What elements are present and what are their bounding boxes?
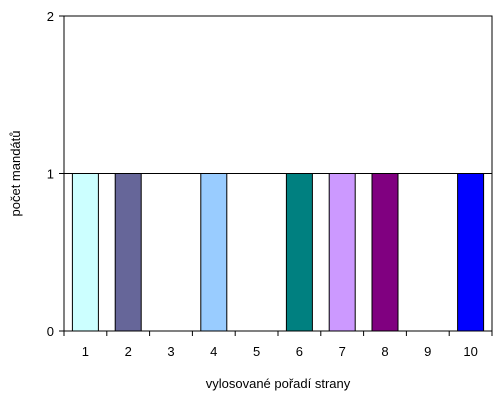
x-tick-label: 2 — [125, 344, 132, 359]
y-tick-label: 1 — [47, 167, 54, 182]
x-tick-label: 6 — [296, 344, 303, 359]
x-tick-label: 10 — [463, 344, 477, 359]
x-tick-label: 4 — [210, 344, 217, 359]
y-tick-label: 2 — [47, 9, 54, 24]
x-axis-title: vylosované pořadí strany — [206, 376, 351, 391]
bar-2 — [114, 173, 142, 332]
x-tick-label: 3 — [167, 344, 174, 359]
x-tick-label: 7 — [339, 344, 346, 359]
bars-group — [71, 173, 485, 332]
x-tick-label: 5 — [253, 344, 260, 359]
x-tick-label: 1 — [82, 344, 89, 359]
bar-4 — [200, 173, 228, 332]
y-axis-title: počet mandátů — [8, 130, 23, 216]
y-axis-ticks: 0 1 2 — [47, 9, 64, 339]
bar-7 — [328, 173, 356, 332]
y-tick-label: 0 — [47, 324, 54, 339]
x-tick-label: 8 — [381, 344, 388, 359]
x-axis-ticks: 1 2 3 4 5 6 7 8 9 10 — [63, 331, 493, 359]
bar-10 — [457, 173, 485, 332]
bar-8 — [371, 173, 399, 332]
x-tick-label: 9 — [424, 344, 431, 359]
bar-1 — [71, 173, 99, 332]
bar-6 — [285, 173, 313, 332]
